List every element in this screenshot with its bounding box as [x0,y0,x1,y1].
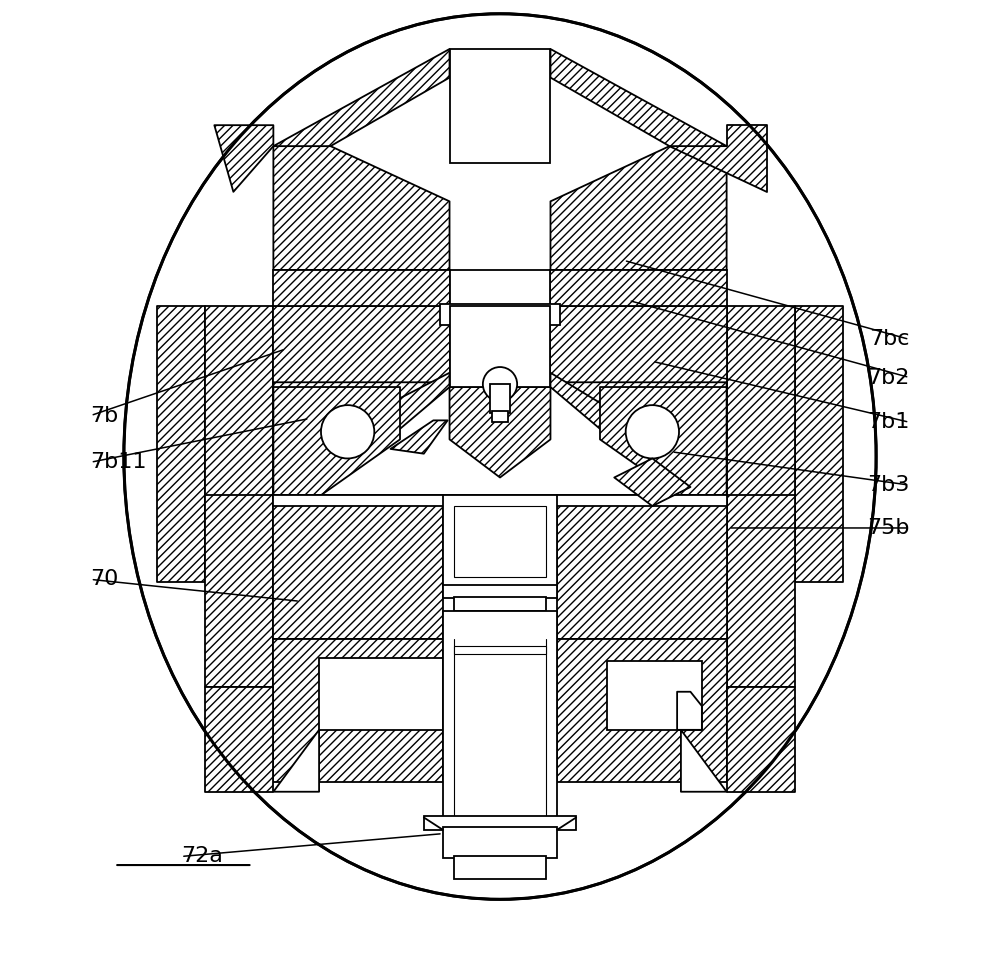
Polygon shape [550,146,727,270]
Polygon shape [557,640,727,782]
Bar [443,611,557,820]
Bar [492,411,508,422]
Polygon shape [319,372,450,449]
Text: 70: 70 [91,569,119,589]
Circle shape [626,405,679,458]
Bar [450,49,550,163]
Polygon shape [390,420,448,454]
Polygon shape [669,125,767,192]
Text: 7b1: 7b1 [867,413,909,433]
Bar [450,270,550,307]
Bar [440,305,560,325]
Polygon shape [273,49,450,146]
Polygon shape [273,730,319,792]
Polygon shape [157,307,205,583]
Polygon shape [550,49,727,146]
Polygon shape [557,495,727,640]
Bar [450,307,550,387]
Polygon shape [677,691,702,730]
Bar [273,495,727,506]
Bar [443,585,557,599]
Text: 7b2: 7b2 [867,368,909,388]
Text: 7b3: 7b3 [867,476,909,495]
Bar [454,646,546,653]
Circle shape [483,367,517,401]
Bar [550,270,727,307]
Polygon shape [273,387,400,497]
Polygon shape [614,458,690,506]
Polygon shape [273,640,443,782]
Text: 72a: 72a [181,846,223,866]
Bar [470,363,530,374]
Polygon shape [550,307,727,387]
Polygon shape [205,495,273,687]
Polygon shape [205,307,273,583]
Bar [443,495,557,587]
Polygon shape [795,307,843,583]
Bar [475,344,525,365]
Polygon shape [727,687,795,792]
Bar [454,506,546,578]
Polygon shape [273,307,450,387]
Polygon shape [273,382,450,497]
Text: 75b: 75b [867,518,909,538]
Bar [490,384,510,413]
Text: 7b11: 7b11 [91,453,147,473]
Polygon shape [727,307,795,583]
Polygon shape [550,382,727,497]
Polygon shape [550,372,652,449]
Text: 7bc: 7bc [869,329,909,350]
Bar [454,598,546,611]
Bar [460,323,540,346]
Bar [607,661,702,730]
Polygon shape [557,495,727,640]
Polygon shape [600,387,727,497]
Polygon shape [273,146,450,270]
Polygon shape [450,387,550,478]
Polygon shape [727,495,795,687]
Polygon shape [273,495,443,640]
Polygon shape [214,125,273,192]
Bar [424,817,576,830]
Bar [273,270,450,307]
Ellipse shape [124,13,876,900]
Circle shape [321,405,374,458]
Polygon shape [205,687,273,792]
Bar [443,827,557,859]
Polygon shape [681,730,727,792]
Bar [319,658,443,730]
Text: 7b: 7b [91,406,119,426]
Bar [454,857,546,880]
